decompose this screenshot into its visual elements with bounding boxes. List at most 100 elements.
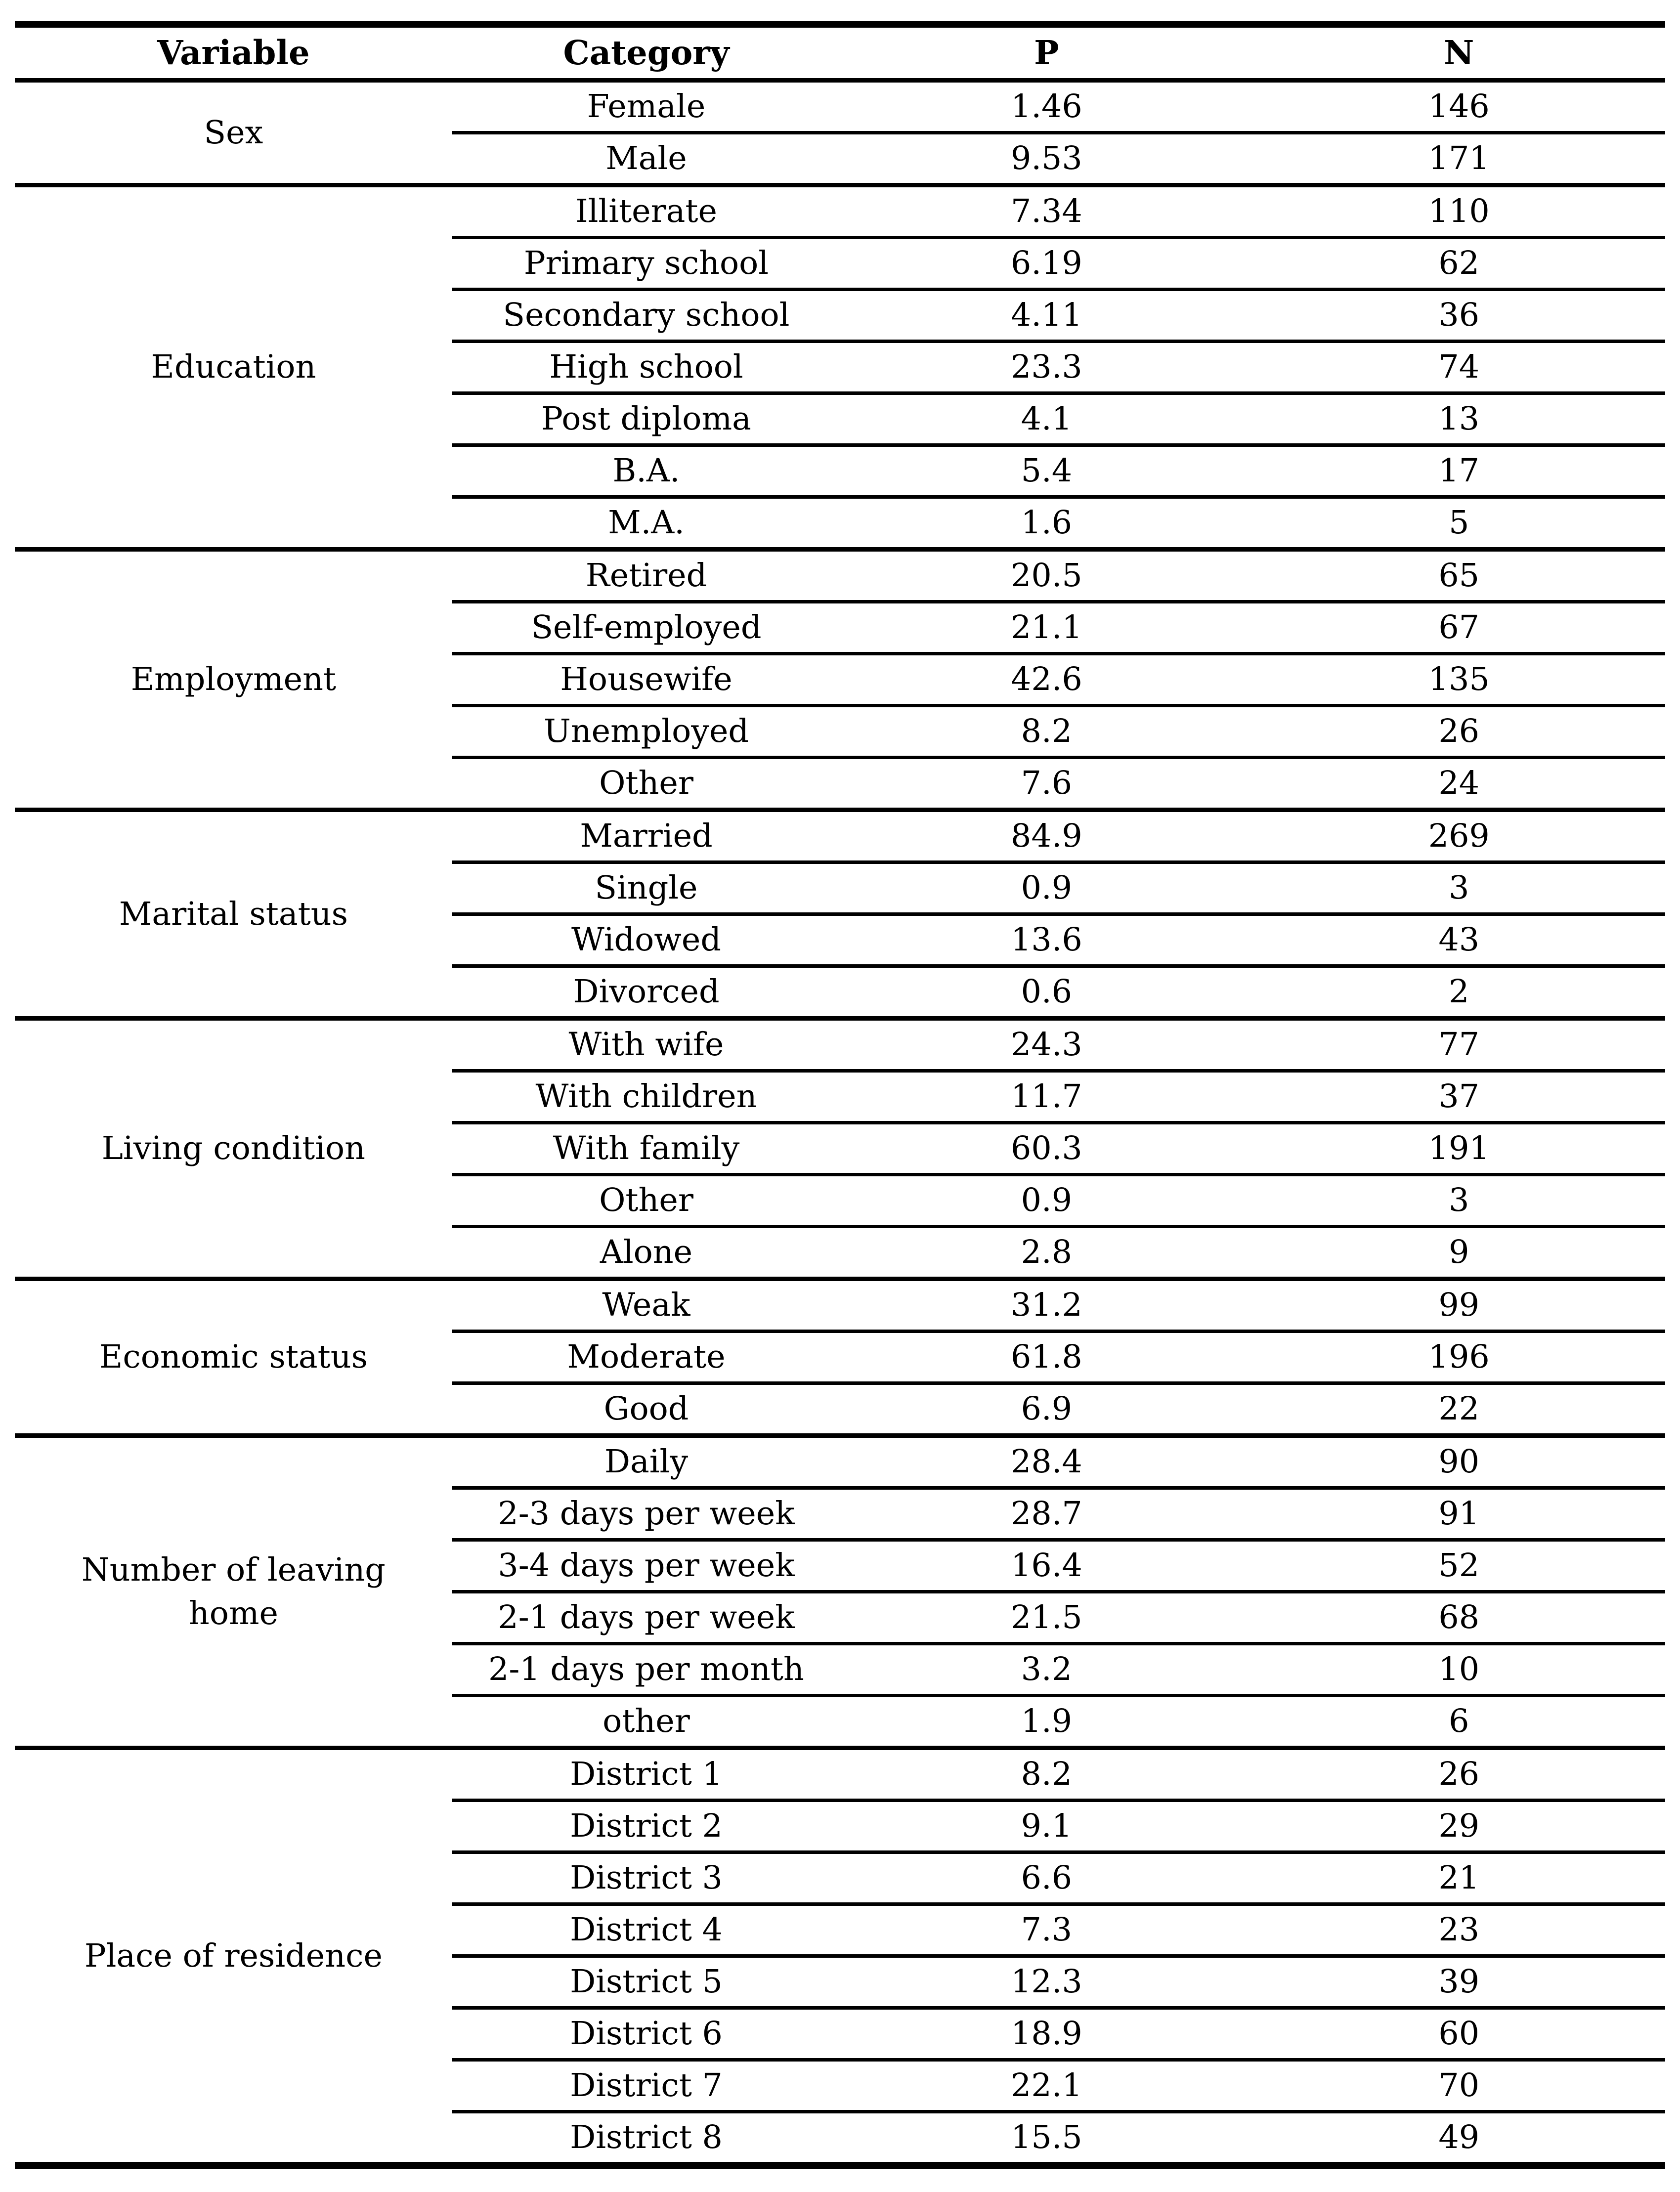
p-value-cell: 15.5 [1010, 2118, 1082, 2156]
category-cell: Good [603, 1390, 689, 1427]
n-value-cell: 17 [1438, 452, 1480, 489]
table-row: District 7 22.1 70 [452, 2062, 1665, 2113]
group-rows: Daily 28.4 90 2-3 days per week 28.7 91 … [452, 1438, 1665, 1746]
category-cell: Secondary school [503, 296, 790, 334]
category-cell: District 5 [570, 1963, 723, 2000]
table-row: District 8 15.5 49 [452, 2113, 1665, 2162]
p-value-cell: 9.1 [1021, 1807, 1073, 1845]
p-value-cell: 6.6 [1021, 1859, 1073, 1896]
table-row: Post diploma 4.1 13 [452, 395, 1665, 447]
p-value-cell: 4.11 [1010, 296, 1082, 334]
n-value-cell: 3 [1449, 869, 1469, 906]
table-row: District 6 18.9 60 [452, 2010, 1665, 2062]
n-value-cell: 60 [1438, 2015, 1480, 2052]
n-value-cell: 135 [1428, 660, 1490, 698]
p-value-cell: 20.5 [1010, 557, 1082, 594]
p-value-cell: 0.6 [1021, 973, 1073, 1010]
category-cell: 2-1 days per month [488, 1650, 804, 1688]
category-cell: Divorced [573, 973, 720, 1010]
category-cell: District 2 [570, 1807, 723, 1845]
variable-label: Place of residence [84, 1937, 383, 1975]
category-cell: Moderate [567, 1338, 726, 1375]
table-row: District 5 12.3 39 [452, 1958, 1665, 2010]
n-value-cell: 49 [1438, 2118, 1480, 2156]
variable-cell: Number of leaving home [15, 1438, 452, 1746]
table-row: With children 11.7 37 [452, 1073, 1665, 1124]
n-value-cell: 22 [1438, 1390, 1480, 1427]
p-value-cell: 6.9 [1021, 1390, 1073, 1427]
n-value-cell: 70 [1438, 2066, 1480, 2104]
header-category: Category [563, 33, 730, 73]
n-value-cell: 90 [1438, 1443, 1480, 1480]
variable-group: Sex Female 1.46 146 Male 9.53 171 [15, 83, 1665, 187]
header-p: P [1034, 33, 1059, 73]
category-cell: other [603, 1702, 690, 1740]
n-value-cell: 10 [1438, 1650, 1480, 1688]
p-value-cell: 1.9 [1021, 1702, 1073, 1740]
p-value-cell: 9.53 [1010, 139, 1082, 177]
variable-label: Number of leaving home [81, 1551, 386, 1632]
category-cell: Single [595, 869, 698, 906]
category-cell: Weak [602, 1286, 690, 1324]
p-value-cell: 5.4 [1021, 452, 1073, 489]
variable-cell: Employment [15, 552, 452, 808]
n-value-cell: 36 [1438, 296, 1480, 334]
n-value-cell: 37 [1438, 1077, 1480, 1115]
category-cell: Retired [585, 557, 707, 594]
category-cell: Unemployed [543, 712, 749, 750]
variable-label: Employment [130, 661, 337, 698]
category-cell: 2-1 days per week [498, 1598, 795, 1636]
p-value-cell: 31.2 [1010, 1286, 1082, 1324]
table-row: District 1 8.2 26 [452, 1750, 1665, 1802]
table-row: Secondary school 4.11 36 [452, 291, 1665, 343]
n-value-cell: 74 [1438, 348, 1480, 386]
table-body: Sex Female 1.46 146 Male 9.53 171 Educat… [15, 83, 1665, 2162]
table-row: Illiterate 7.34 110 [452, 187, 1665, 239]
n-value-cell: 99 [1438, 1286, 1480, 1324]
p-value-cell: 24.3 [1010, 1026, 1082, 1063]
category-cell: 3-4 days per week [498, 1547, 795, 1584]
n-value-cell: 191 [1428, 1129, 1490, 1167]
group-rows: Female 1.46 146 Male 9.53 171 [452, 83, 1665, 183]
category-cell: With family [553, 1129, 740, 1167]
table-row: Moderate 61.8 196 [452, 1333, 1665, 1385]
variable-label: Living condition [101, 1130, 366, 1167]
table-row: Other 0.9 3 [452, 1176, 1665, 1228]
n-value-cell: 5 [1449, 504, 1469, 541]
table-row: With wife 24.3 77 [452, 1021, 1665, 1073]
n-value-cell: 43 [1438, 921, 1480, 958]
variable-label: Education [151, 348, 316, 386]
table-row: Daily 28.4 90 [452, 1438, 1665, 1490]
category-cell: Alone [600, 1233, 693, 1271]
p-value-cell: 1.6 [1021, 504, 1073, 541]
table-header-row: Variable Category P N [15, 28, 1665, 83]
p-value-cell: 7.6 [1021, 764, 1073, 802]
category-cell: District 1 [570, 1755, 723, 1793]
table-row: Retired 20.5 65 [452, 552, 1665, 603]
n-value-cell: 62 [1438, 244, 1480, 282]
n-value-cell: 77 [1438, 1026, 1480, 1063]
category-cell: With children [535, 1077, 757, 1115]
n-value-cell: 26 [1438, 1755, 1480, 1793]
header-subcolumns: Category P N [452, 28, 1665, 78]
p-value-cell: 8.2 [1021, 712, 1073, 750]
category-cell: M.A. [608, 504, 685, 541]
group-rows: Married 84.9 269 Single 0.9 3 Widowed 13… [452, 812, 1665, 1016]
category-cell: Other [599, 1181, 693, 1219]
n-value-cell: 3 [1449, 1181, 1469, 1219]
n-value-cell: 23 [1438, 1911, 1480, 1948]
category-cell: Primary school [523, 244, 769, 282]
category-cell: High school [549, 348, 743, 386]
p-value-cell: 13.6 [1010, 921, 1082, 958]
n-value-cell: 24 [1438, 764, 1480, 802]
category-cell: B.A. [612, 452, 680, 489]
variable-label: Economic status [99, 1338, 368, 1376]
variable-label: Sex [204, 114, 263, 151]
category-cell: Male [605, 139, 687, 177]
variable-group: Marital status Married 84.9 269 Single 0… [15, 812, 1665, 1021]
variable-group: Living condition With wife 24.3 77 With … [15, 1021, 1665, 1281]
table-row: With family 60.3 191 [452, 1124, 1665, 1176]
header-n: N [1444, 33, 1474, 73]
n-value-cell: 52 [1438, 1547, 1480, 1584]
